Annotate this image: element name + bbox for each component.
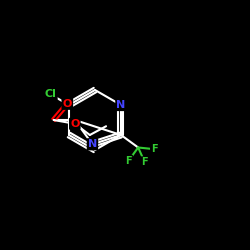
Text: F: F xyxy=(125,156,132,166)
Text: F: F xyxy=(142,157,148,167)
Text: F: F xyxy=(151,144,158,154)
Text: O: O xyxy=(70,119,80,129)
Text: N: N xyxy=(88,139,97,149)
Text: O: O xyxy=(63,99,72,109)
Text: N: N xyxy=(116,100,126,110)
Text: Cl: Cl xyxy=(45,90,56,99)
